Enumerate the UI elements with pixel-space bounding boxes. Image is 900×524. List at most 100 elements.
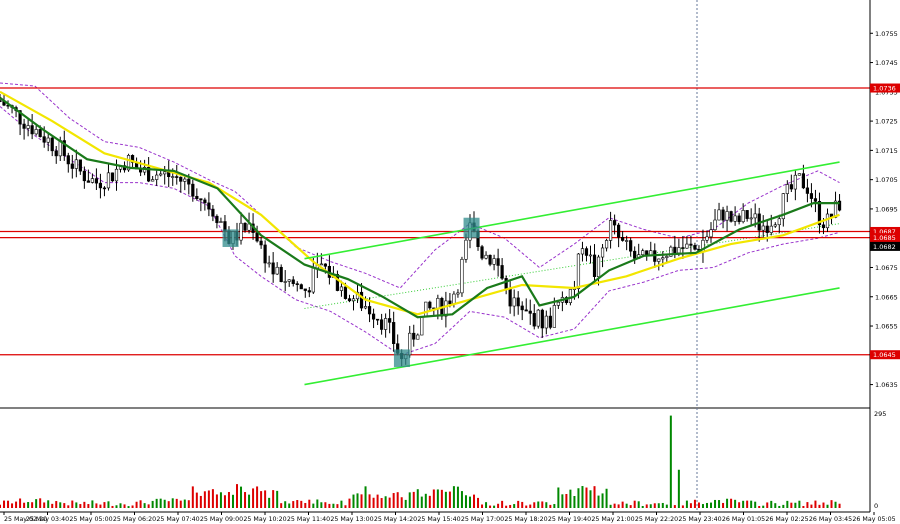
candle-body (625, 240, 629, 242)
time-tick-label: 25 May 05:00 (69, 516, 112, 523)
volume-bar (485, 502, 488, 508)
volume-bar (219, 492, 222, 508)
candle-body (536, 309, 540, 327)
volume-bar (396, 492, 399, 508)
candle-body (155, 174, 159, 180)
price-tick-label: 1.0755 (875, 30, 898, 38)
volume-bar (79, 504, 82, 508)
candle-body (50, 137, 54, 152)
volume-bar (248, 494, 251, 508)
volume-bar (143, 503, 146, 508)
volume-bar (452, 486, 455, 508)
price-tick-label: 1.0715 (875, 147, 898, 155)
volume-bar (774, 503, 777, 508)
volume-bar (577, 488, 580, 508)
candle-body (319, 263, 323, 266)
candle-body (147, 167, 151, 182)
price-tick-label: 1.0635 (875, 381, 898, 389)
candle-body (42, 136, 46, 143)
volume-bar (155, 498, 158, 508)
volume-bar (701, 504, 704, 508)
candle-body (54, 150, 58, 157)
time-tick-label: 25 May 07:40 (156, 516, 199, 523)
time-tick-label: 25 May 19:40 (548, 516, 591, 523)
candle-body (255, 232, 259, 242)
volume-bar (244, 492, 247, 508)
candle-body (187, 178, 191, 185)
candle-body (82, 170, 86, 182)
volume-bar (215, 494, 218, 508)
volume-bar (75, 502, 78, 508)
volume-bar (47, 500, 50, 508)
candle-body (460, 258, 464, 294)
volume-bar (722, 502, 725, 508)
level-price-tag (870, 350, 900, 360)
candle-body (705, 236, 709, 241)
volume-bar (280, 503, 283, 508)
volume-bar (718, 500, 721, 508)
level-price-tag (870, 233, 900, 243)
volume-bar (460, 491, 463, 508)
candle-body (789, 184, 793, 190)
candle-body (484, 254, 488, 259)
volume-bar (163, 499, 166, 508)
volume-bar (300, 500, 303, 508)
volume-bar (203, 491, 206, 508)
price-tick-label: 1.0725 (875, 118, 898, 126)
candle-body (347, 298, 352, 302)
volume-bar (473, 494, 476, 508)
volume-bar (316, 499, 319, 508)
volume-bar (400, 497, 403, 508)
candle-body (681, 247, 685, 249)
volume-bar (344, 505, 347, 508)
volume-bar (794, 502, 797, 508)
volume-bar (742, 500, 745, 508)
volume-bar (256, 486, 259, 508)
volume-bar (444, 491, 447, 508)
volume-bar (826, 504, 829, 508)
candle-body (424, 301, 428, 317)
level-price-label: 1.0736 (873, 85, 896, 93)
volume-bar (388, 497, 391, 508)
candle-body (669, 246, 673, 257)
volume-bar (605, 488, 608, 508)
volume-bar (553, 504, 556, 508)
volume-bar (59, 502, 62, 508)
candle-body (629, 240, 633, 252)
volume-bar (782, 504, 785, 508)
volume-bar (810, 504, 813, 508)
volume-bar (368, 494, 371, 508)
volume-bar (268, 497, 271, 508)
candle-body (709, 229, 713, 238)
volume-bar (697, 502, 700, 508)
candle-body (520, 305, 524, 311)
candle-body (94, 178, 99, 184)
volume-bar (766, 502, 769, 508)
candle-body (673, 246, 677, 254)
price-tick-label: 1.0705 (875, 176, 898, 184)
candle-body (729, 211, 733, 222)
volume-bar (806, 502, 809, 508)
candle-body (267, 262, 271, 265)
volume-bar (557, 487, 560, 508)
volume-bar (264, 490, 267, 508)
candle-body (114, 168, 119, 182)
volume-bar (734, 499, 737, 508)
candle-body (126, 155, 131, 171)
candle-body (110, 172, 115, 182)
candle-body (335, 274, 340, 291)
time-tick-label: 25 May 09:00 (200, 516, 243, 523)
price-tick-label: 1.0695 (875, 205, 898, 213)
candle-body (263, 244, 267, 264)
volume-bar (376, 494, 379, 508)
volume-bar (525, 505, 528, 508)
candle-body (279, 266, 283, 283)
candle-body (741, 210, 745, 223)
volume-bar (147, 504, 150, 508)
candle-body (480, 246, 484, 259)
current-price-label: 1.0682 (873, 243, 896, 251)
volume-bar (23, 502, 26, 508)
candle-body (392, 322, 396, 345)
time-tick-label: 26 May 01:05 (722, 516, 765, 523)
